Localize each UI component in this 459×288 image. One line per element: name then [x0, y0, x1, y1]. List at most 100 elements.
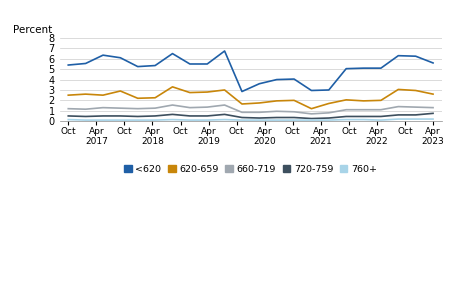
620-659 — [343, 98, 348, 102]
620-659 — [100, 93, 106, 97]
620-659 — [118, 89, 123, 93]
620-659 — [308, 107, 313, 110]
760+ — [134, 118, 140, 122]
620-659 — [377, 98, 383, 102]
760+ — [204, 118, 209, 122]
<620 — [221, 49, 227, 53]
760+ — [118, 118, 123, 122]
<620 — [429, 61, 435, 65]
<620 — [308, 89, 313, 92]
<620 — [169, 52, 175, 55]
720-759 — [204, 114, 209, 118]
720-759 — [412, 113, 418, 117]
<620 — [204, 62, 209, 66]
720-759 — [256, 116, 262, 120]
660-719 — [204, 105, 209, 109]
760+ — [187, 118, 192, 122]
720-759 — [134, 115, 140, 118]
720-759 — [152, 114, 157, 118]
660-719 — [83, 107, 88, 111]
620-659 — [187, 91, 192, 94]
760+ — [256, 118, 262, 122]
620-659 — [134, 96, 140, 100]
660-719 — [256, 111, 262, 114]
660-719 — [429, 106, 435, 109]
Line: 660-719: 660-719 — [68, 105, 432, 114]
660-719 — [412, 105, 418, 109]
620-659 — [152, 96, 157, 99]
620-659 — [274, 99, 279, 103]
<620 — [83, 62, 88, 65]
<620 — [325, 88, 331, 92]
620-659 — [169, 85, 175, 89]
620-659 — [256, 101, 262, 105]
760+ — [360, 118, 365, 121]
660-719 — [187, 106, 192, 109]
760+ — [325, 118, 331, 122]
660-719 — [118, 107, 123, 110]
720-759 — [274, 116, 279, 119]
760+ — [83, 118, 88, 122]
720-759 — [65, 114, 71, 118]
660-719 — [291, 110, 296, 113]
720-759 — [308, 117, 313, 120]
760+ — [100, 118, 106, 122]
620-659 — [412, 89, 418, 92]
660-719 — [100, 106, 106, 109]
660-719 — [134, 107, 140, 110]
620-659 — [204, 90, 209, 94]
620-659 — [83, 92, 88, 96]
760+ — [412, 117, 418, 121]
Line: 760+: 760+ — [68, 119, 432, 120]
620-659 — [221, 88, 227, 92]
720-759 — [221, 113, 227, 116]
<620 — [239, 90, 244, 93]
660-719 — [65, 107, 71, 110]
660-719 — [274, 109, 279, 113]
760+ — [274, 118, 279, 122]
660-719 — [343, 108, 348, 111]
720-759 — [100, 114, 106, 118]
660-719 — [152, 107, 157, 110]
760+ — [65, 118, 71, 121]
760+ — [395, 117, 400, 121]
Y-axis label: Percent: Percent — [13, 25, 52, 35]
720-759 — [360, 115, 365, 118]
720-759 — [169, 113, 175, 116]
720-759 — [343, 115, 348, 118]
620-659 — [325, 102, 331, 105]
660-719 — [377, 108, 383, 111]
620-659 — [239, 102, 244, 106]
760+ — [429, 117, 435, 121]
Line: 720-759: 720-759 — [68, 113, 432, 119]
<620 — [274, 78, 279, 81]
620-659 — [360, 99, 365, 103]
660-719 — [239, 111, 244, 114]
660-719 — [325, 111, 331, 115]
<620 — [152, 64, 157, 67]
660-719 — [221, 103, 227, 107]
760+ — [221, 118, 227, 121]
660-719 — [169, 103, 175, 107]
Line: 620-659: 620-659 — [68, 87, 432, 109]
720-759 — [187, 114, 192, 118]
760+ — [152, 118, 157, 122]
<620 — [134, 65, 140, 68]
620-659 — [429, 92, 435, 96]
660-719 — [308, 112, 313, 115]
Line: <620: <620 — [68, 51, 432, 92]
<620 — [395, 54, 400, 57]
Legend: <620, 620-659, 660-719, 720-759, 760+: <620, 620-659, 660-719, 720-759, 760+ — [120, 161, 380, 177]
620-659 — [291, 98, 296, 102]
760+ — [308, 118, 313, 122]
760+ — [291, 118, 296, 122]
720-759 — [83, 115, 88, 118]
720-759 — [118, 114, 123, 118]
<620 — [343, 67, 348, 70]
760+ — [169, 118, 175, 121]
<620 — [100, 54, 106, 57]
720-759 — [395, 113, 400, 117]
<620 — [412, 54, 418, 58]
<620 — [291, 77, 296, 81]
720-759 — [291, 116, 296, 119]
